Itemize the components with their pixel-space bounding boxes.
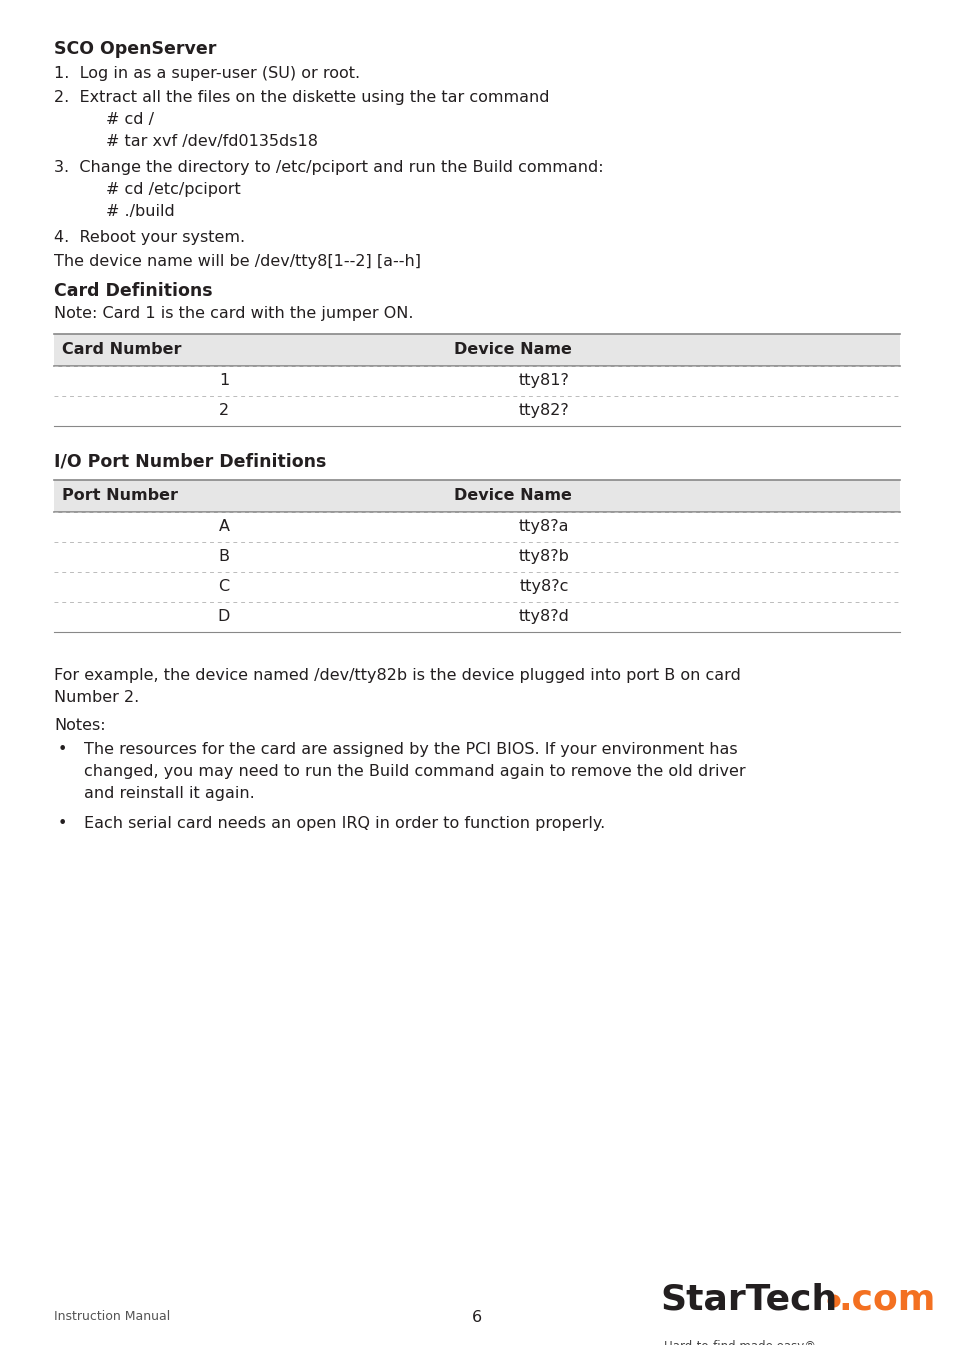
Text: 3.  Change the directory to /etc/pciport and run the Build command:: 3. Change the directory to /etc/pciport … bbox=[54, 160, 603, 175]
Text: tty81?: tty81? bbox=[518, 373, 569, 387]
Text: C: C bbox=[218, 578, 230, 594]
Text: tty82?: tty82? bbox=[518, 404, 569, 418]
Text: tty8?a: tty8?a bbox=[518, 519, 569, 534]
Text: •: • bbox=[58, 816, 68, 831]
Text: Note: Card 1 is the card with the jumper ON.: Note: Card 1 is the card with the jumper… bbox=[54, 307, 413, 321]
Text: tty8?d: tty8?d bbox=[518, 609, 569, 624]
Text: 1: 1 bbox=[218, 373, 229, 387]
Text: tty8?b: tty8?b bbox=[518, 549, 569, 564]
Text: A: A bbox=[218, 519, 230, 534]
Text: Notes:: Notes: bbox=[54, 718, 106, 733]
Text: Device Name: Device Name bbox=[454, 488, 571, 503]
Text: Number 2.: Number 2. bbox=[54, 690, 139, 705]
Text: The device name will be /dev/tty8[1--2] [a--h]: The device name will be /dev/tty8[1--2] … bbox=[54, 254, 420, 269]
Text: Port Number: Port Number bbox=[62, 488, 178, 503]
Text: The resources for the card are assigned by the PCI BIOS. If your environment has: The resources for the card are assigned … bbox=[84, 742, 737, 757]
Text: 2.  Extract all the files on the diskette using the tar command: 2. Extract all the files on the diskette… bbox=[54, 90, 549, 105]
Text: Instruction Manual: Instruction Manual bbox=[54, 1310, 170, 1323]
Ellipse shape bbox=[826, 1294, 840, 1307]
Bar bbox=[54, 334, 899, 366]
Text: 1.  Log in as a super-user (SU) or root.: 1. Log in as a super-user (SU) or root. bbox=[54, 66, 359, 81]
Text: 6: 6 bbox=[472, 1310, 481, 1325]
Text: 2: 2 bbox=[218, 404, 229, 418]
Text: Each serial card needs an open IRQ in order to function properly.: Each serial card needs an open IRQ in or… bbox=[84, 816, 604, 831]
Text: changed, you may need to run the Build command again to remove the old driver: changed, you may need to run the Build c… bbox=[84, 764, 745, 779]
Text: StarTech: StarTech bbox=[659, 1282, 837, 1315]
Text: I/O Port Number Definitions: I/O Port Number Definitions bbox=[54, 452, 326, 469]
Bar bbox=[54, 480, 899, 512]
Text: For example, the device named /dev/tty82b is the device plugged into port B on c: For example, the device named /dev/tty82… bbox=[54, 668, 740, 683]
Text: •: • bbox=[58, 742, 68, 757]
Text: Device Name: Device Name bbox=[454, 342, 571, 356]
Text: # cd /etc/pciport: # cd /etc/pciport bbox=[106, 182, 240, 196]
Text: B: B bbox=[218, 549, 230, 564]
Text: SCO OpenServer: SCO OpenServer bbox=[54, 40, 216, 58]
Text: and reinstall it again.: and reinstall it again. bbox=[84, 785, 254, 802]
Text: D: D bbox=[217, 609, 230, 624]
Text: # cd /: # cd / bbox=[106, 112, 153, 126]
Text: .com: .com bbox=[837, 1282, 934, 1315]
Text: tty8?c: tty8?c bbox=[518, 578, 568, 594]
Text: # tar xvf /dev/fd0135ds18: # tar xvf /dev/fd0135ds18 bbox=[106, 134, 317, 149]
Text: Card Number: Card Number bbox=[62, 342, 181, 356]
Text: Card Definitions: Card Definitions bbox=[54, 282, 213, 300]
Text: # ./build: # ./build bbox=[106, 204, 174, 219]
Text: 4.  Reboot your system.: 4. Reboot your system. bbox=[54, 230, 245, 245]
Text: Hard-to-find made easy®: Hard-to-find made easy® bbox=[663, 1340, 815, 1345]
